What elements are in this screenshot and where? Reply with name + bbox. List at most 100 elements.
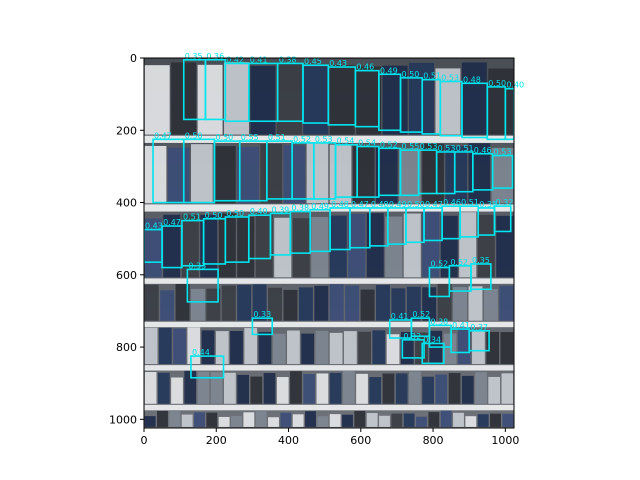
product-package xyxy=(486,331,500,365)
product-package xyxy=(428,412,440,427)
product-package xyxy=(224,372,236,404)
product-package xyxy=(329,332,343,365)
detection-score: 0.52 xyxy=(380,140,398,149)
detection-score: 0.50 xyxy=(185,131,203,140)
product-package xyxy=(224,62,249,135)
detection-box xyxy=(251,317,274,336)
product-package xyxy=(144,65,170,135)
product-package xyxy=(250,65,276,135)
detection-score: 0.46 xyxy=(356,63,374,72)
detection-box xyxy=(421,342,445,365)
y-axis: 0 200 400 600 800 1000 xyxy=(109,52,144,426)
detection-score: 0.42 xyxy=(226,55,244,64)
product-package xyxy=(316,373,329,404)
product-package xyxy=(386,334,400,365)
detection-score: 0.53 xyxy=(494,148,512,157)
product-package xyxy=(461,62,487,135)
product-package xyxy=(260,144,283,204)
product-package xyxy=(356,373,368,404)
product-package xyxy=(144,284,159,321)
product-package xyxy=(144,145,167,204)
product-package xyxy=(231,416,242,427)
product-package xyxy=(314,285,329,321)
product-package xyxy=(272,333,286,365)
product-package xyxy=(369,377,382,404)
product-package xyxy=(329,144,352,204)
product-package xyxy=(190,144,213,204)
product-package xyxy=(263,373,276,404)
detection-score: 0.32 xyxy=(495,198,513,207)
detection-score: 0.45 xyxy=(304,57,322,66)
product-package xyxy=(409,371,421,404)
product-package xyxy=(403,213,421,278)
product-package xyxy=(382,373,395,404)
product-package xyxy=(298,287,313,321)
product-package xyxy=(214,146,236,204)
detection-score: 0.55 xyxy=(402,142,420,151)
product-package xyxy=(443,333,457,365)
product-package xyxy=(274,217,292,278)
product-package xyxy=(329,372,342,404)
product-package xyxy=(237,285,252,321)
product-package xyxy=(303,66,329,135)
shelf-edge xyxy=(144,404,514,411)
product-package xyxy=(342,414,353,427)
product-package xyxy=(453,287,468,321)
detection-score: 0.38 xyxy=(279,55,297,64)
product-package xyxy=(459,212,477,278)
product-package xyxy=(276,63,302,135)
product-package xyxy=(306,143,329,204)
product-package xyxy=(218,416,230,427)
product-package xyxy=(255,411,267,427)
shelf-edge xyxy=(144,365,514,371)
detection-score: 0.52 xyxy=(450,258,468,267)
detection-score: 0.32 xyxy=(403,332,421,341)
shelf-edge xyxy=(144,321,514,328)
product-package xyxy=(477,214,495,278)
detection-score: 0.38 xyxy=(479,200,497,209)
detection-score: 0.37 xyxy=(470,323,488,332)
product-package xyxy=(160,290,175,321)
product-package xyxy=(237,374,249,404)
product-package xyxy=(218,213,236,278)
detection-score: 0.49 xyxy=(389,200,407,209)
detection-score: 0.52 xyxy=(412,310,430,319)
product-package xyxy=(440,410,452,427)
x-tick-label: 600 xyxy=(350,434,371,447)
product-package xyxy=(169,411,181,427)
product-package xyxy=(356,66,382,135)
product-package xyxy=(290,371,302,404)
product-package xyxy=(250,376,263,404)
x-tick-label: 1000 xyxy=(491,434,519,447)
product-package xyxy=(360,289,375,321)
shelf-edge xyxy=(144,204,514,212)
detection-score: 0.51 xyxy=(423,72,441,81)
y-tick-label: 200 xyxy=(116,124,137,137)
detection-score: 0.50 xyxy=(226,209,244,218)
product-package xyxy=(237,216,255,278)
product-package xyxy=(283,289,298,321)
detection-score: 0.51 xyxy=(268,133,286,142)
detection-score: 0.55 xyxy=(241,133,259,142)
y-tick-label: 0 xyxy=(130,52,137,65)
detection-labels: 0.35 0.36 0.42 0.41 0.38 0.45 0.43 0.46 0.49 0.50… xyxy=(145,52,524,357)
y-tick-label: 800 xyxy=(116,341,137,354)
y-tick-label: 400 xyxy=(116,197,137,210)
product-package xyxy=(352,146,375,204)
detection-score: 0.40 xyxy=(250,207,268,216)
product-package xyxy=(210,372,223,404)
detection-score: 0.54 xyxy=(337,137,355,146)
x-tick-label: 0 xyxy=(141,434,148,447)
product-package xyxy=(144,416,156,427)
detection-score: 0.53 xyxy=(315,135,333,144)
product-package xyxy=(280,412,292,427)
product-package xyxy=(372,330,386,365)
x-tick-label: 800 xyxy=(423,434,444,447)
x-axis: 0 200 400 600 800 1000 xyxy=(141,428,519,447)
detection-score: 0.53 xyxy=(438,144,456,153)
detection-score: 0.50 xyxy=(205,211,223,220)
product-package xyxy=(287,330,300,365)
product-package xyxy=(488,376,501,404)
detection-score: 0.48 xyxy=(371,200,389,209)
